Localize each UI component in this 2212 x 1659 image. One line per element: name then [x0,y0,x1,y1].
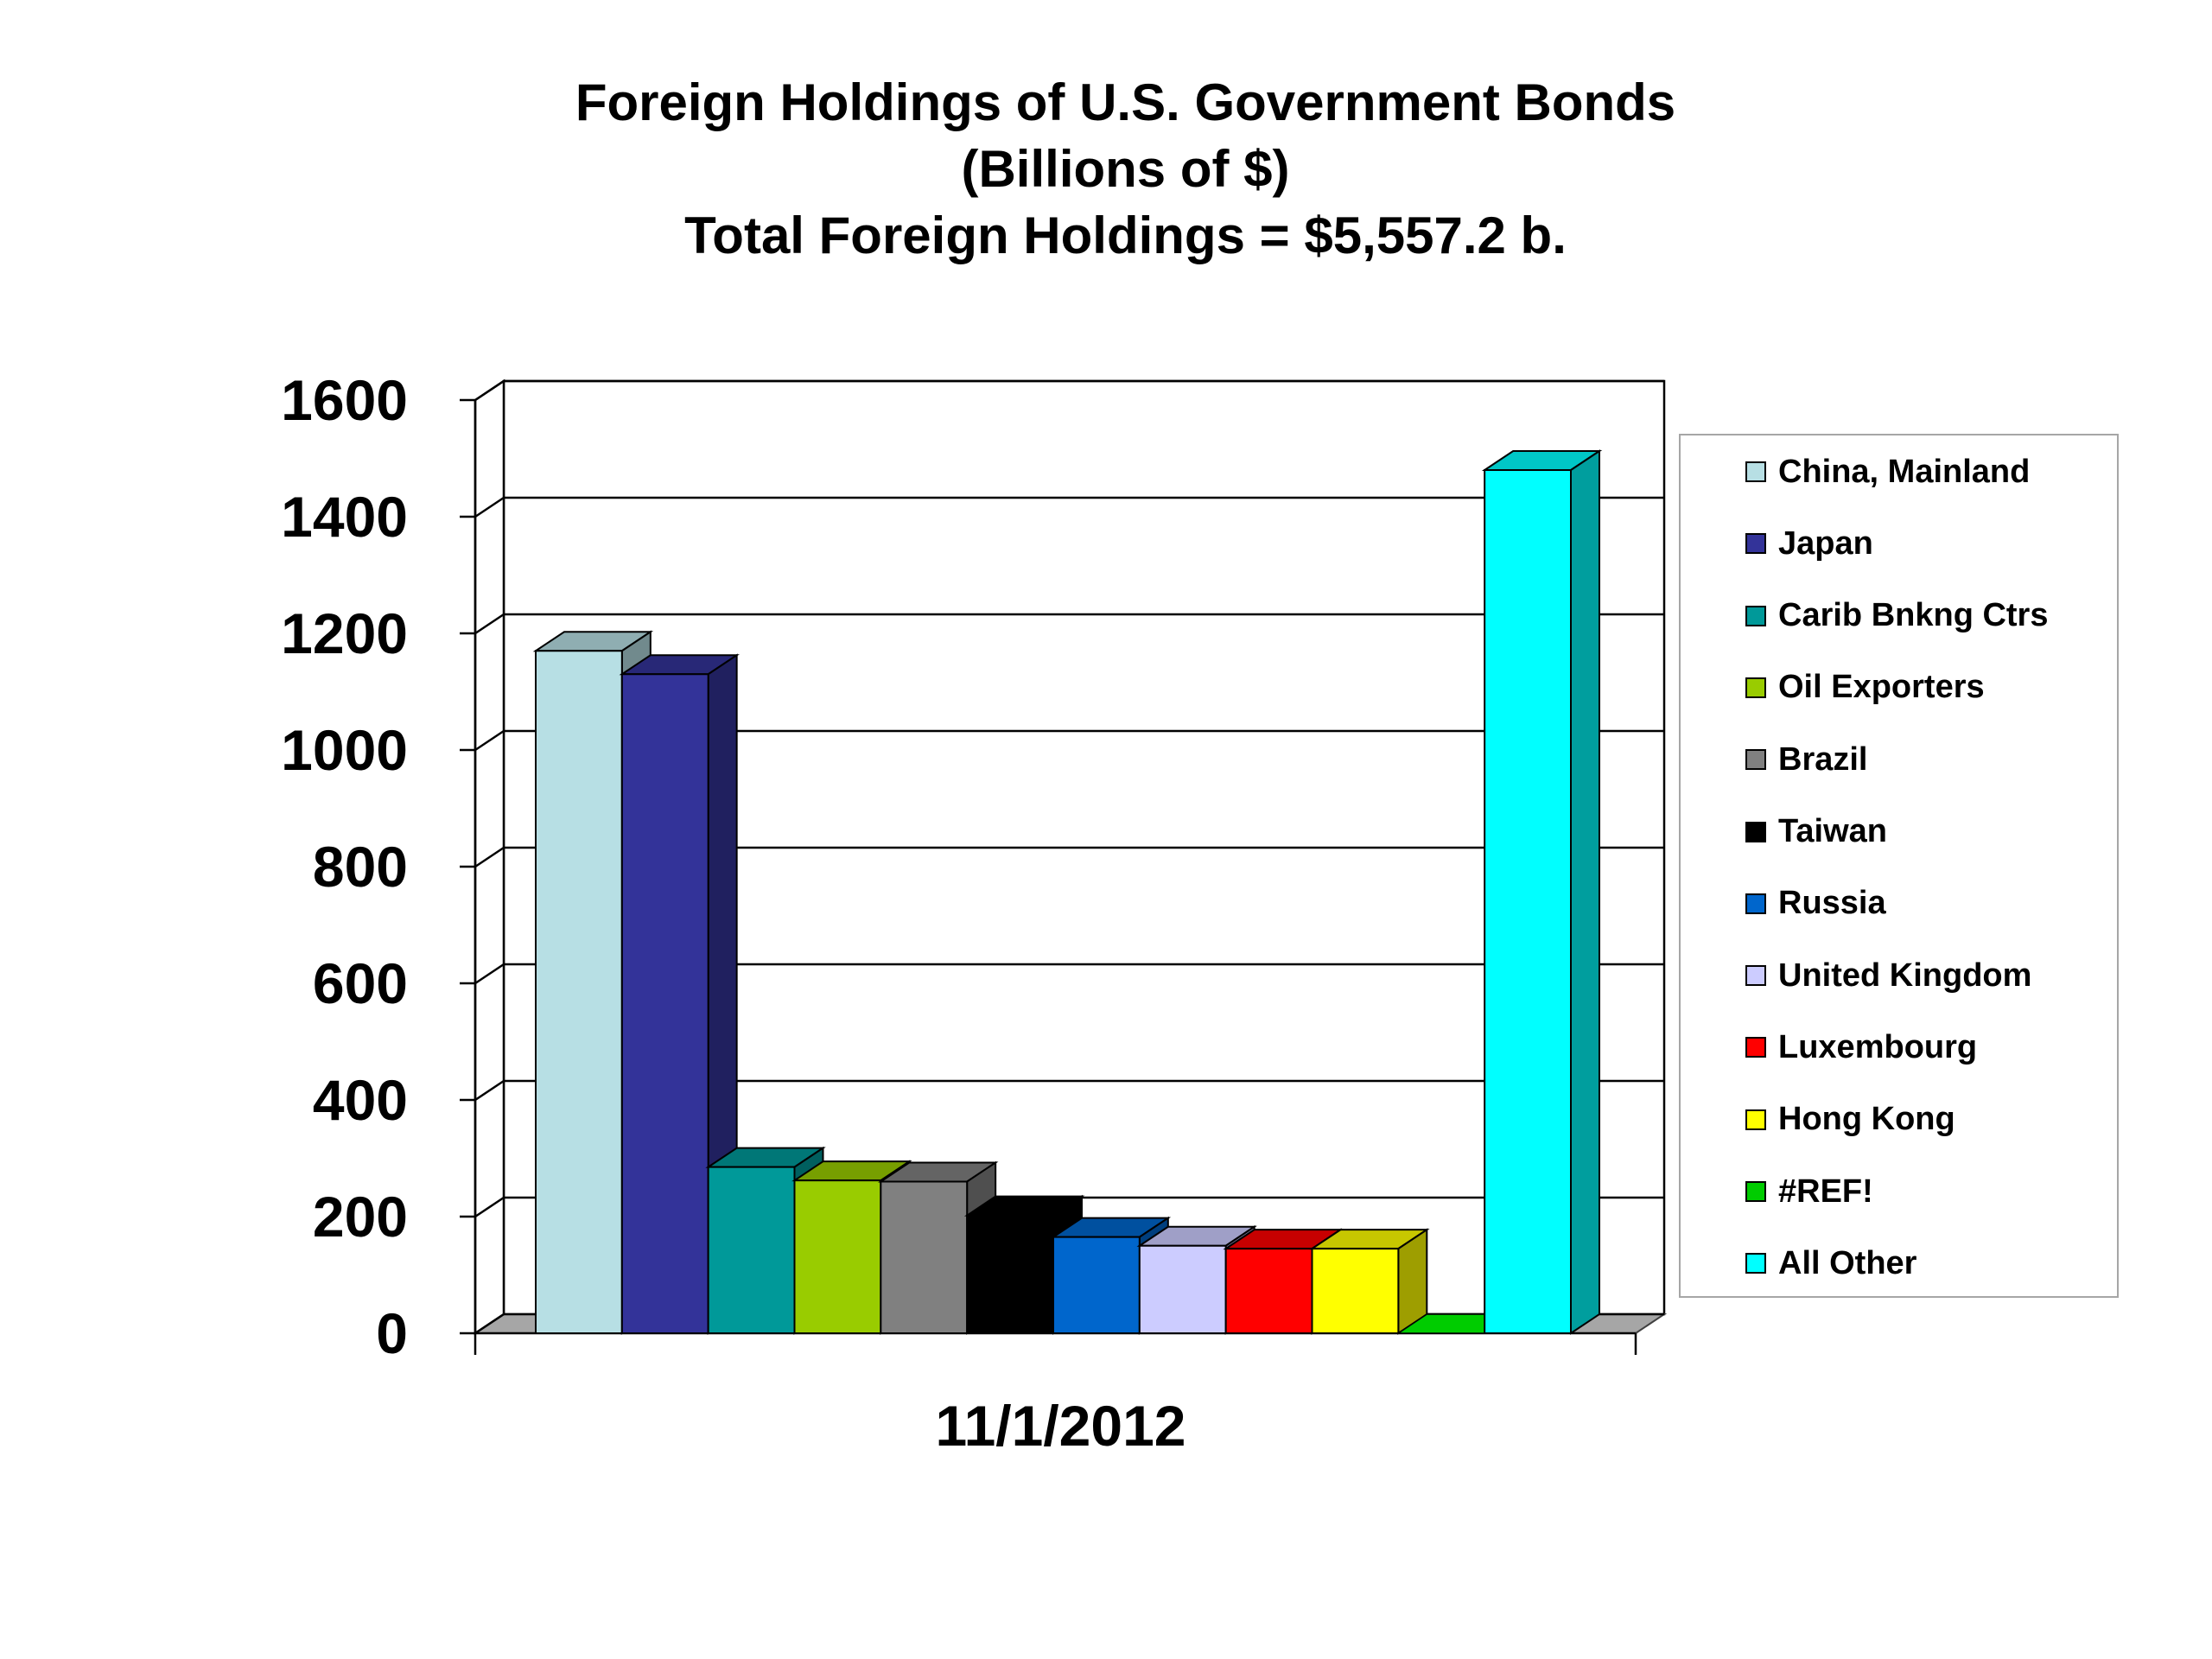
legend-item: Brazil [1745,738,1867,781]
legend-label: #REF! [1778,1173,1873,1210]
bars [532,449,1603,1335]
y-tick-label: 1600 [281,368,408,432]
bar-front [1052,1236,1141,1334]
legend-label: China, Mainland [1778,453,2031,490]
legend-swatch [1745,605,1766,626]
legend-item: Luxembourg [1745,1026,1977,1069]
y-tick-label: 1200 [281,601,408,665]
y-tick-label: 0 [376,1301,408,1365]
bar [1481,449,1603,1335]
bar-front [620,673,709,1334]
legend-label: Japan [1778,524,1873,562]
y-tick-label: 400 [313,1068,408,1132]
y-tick-label: 800 [313,835,408,899]
legend-item: Japan [1745,522,1873,565]
chart-title-line-3: Total Foreign Holdings = $5,557.2 b. [684,207,1567,264]
legend-item: All Other [1745,1242,1916,1285]
bar-side [1570,449,1600,1335]
legend-item: #REF! [1745,1170,1873,1213]
legend-item: China, Mainland [1745,450,2030,493]
legend-swatch [1745,749,1766,771]
legend-item: Taiwan [1745,810,1887,854]
y-axis-ticks: 0 200 400 600 800 1000 1200 1400 1600 [281,368,408,1365]
legend-swatch [1745,677,1766,698]
gridline-diagonal [474,963,505,985]
legend-item: Russia [1745,882,1886,925]
chart-title-line-1: Foreign Holdings of U.S. Government Bond… [575,73,1676,131]
legend-label: Carib Bnkng Ctrs [1778,597,2049,634]
chart-title-line-2: (Billions of $) [961,140,1290,198]
legend-label: Brazil [1778,741,1868,778]
legend-label: United Kingdom [1778,957,2032,994]
y-tick-label: 1000 [281,718,408,782]
y-tick-label: 600 [313,951,408,1015]
legend-swatch [1745,893,1766,914]
bar-front [1484,469,1572,1334]
bar-front [966,1214,1054,1335]
legend-label: Taiwan [1778,813,1887,849]
legend-item: Oil Exporters [1745,666,1985,709]
legend-swatch [1745,1253,1766,1274]
y-tick-label: 1400 [281,485,408,549]
legend-label: Russia [1778,885,1886,922]
legend-label: Luxembourg [1778,1028,1978,1065]
bar-front [1311,1248,1400,1334]
legend-swatch [1745,1037,1766,1058]
gridline-diagonal [474,613,505,635]
legend-item: Carib Bnkng Ctrs [1745,594,2048,638]
legend-item: Hong Kong [1745,1098,1955,1141]
y-tick-label: 200 [313,1185,408,1249]
bar-front [707,1166,796,1334]
bar-front [880,1180,969,1334]
bar-front [1224,1248,1313,1334]
legend-label: Oil Exporters [1778,669,1985,706]
gridline-diagonal [474,1196,505,1218]
legend-swatch [1745,533,1766,555]
legend-swatch [1745,965,1766,987]
legend-swatch [1745,1181,1766,1202]
bar [1309,1228,1430,1335]
bar-front [535,650,623,1334]
legend-swatch [1745,461,1766,482]
legend-label: Hong Kong [1778,1101,1955,1138]
legend: China, Mainland Japan Carib Bnkng Ctrs Oil … [1679,434,2119,1298]
gridline-diagonal [474,846,505,868]
gridline-diagonal [474,1313,505,1335]
legend-item: United Kingdom [1745,954,2031,997]
gridline-diagonal [474,729,505,752]
legend-swatch [1745,821,1766,842]
x-axis-categories: 11/1/2012 [936,1394,1186,1458]
gridline-diagonal [474,1079,505,1102]
gridline-diagonal [474,496,505,518]
bar-front [793,1179,882,1335]
x-category-label: 11/1/2012 [936,1394,1186,1458]
legend-swatch [1745,1109,1766,1130]
gridline-diagonal [474,379,505,402]
chart-title: Foreign Holdings of U.S. Government Bond… [0,69,2212,269]
legend-label: All Other [1778,1244,1917,1281]
bar-front [1138,1244,1227,1334]
